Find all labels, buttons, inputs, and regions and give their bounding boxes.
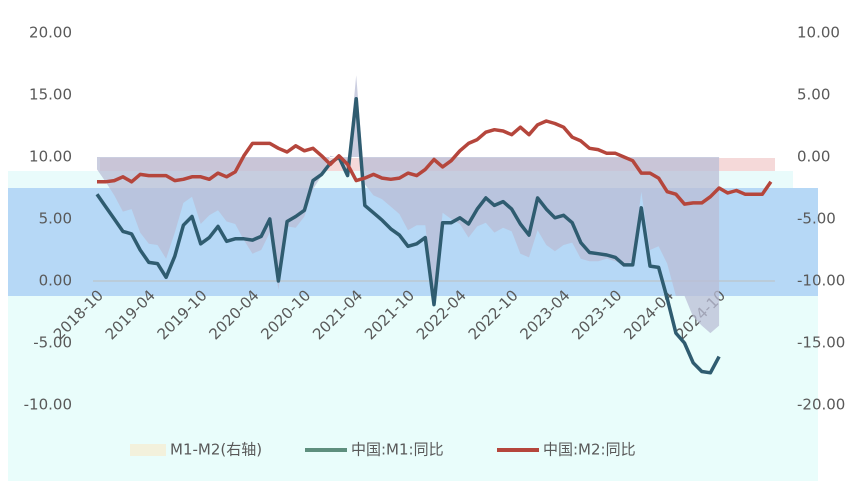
legend-label: 中国:M1:同比	[351, 441, 444, 459]
line	[95, 96, 721, 375]
y2-tick-label: 5.00	[797, 86, 830, 104]
legend-label: M1-M2(右轴)	[170, 441, 262, 459]
y-tick-label: 0.00	[39, 272, 72, 290]
y2-tick-label: -15.00	[797, 334, 845, 352]
y2-tick-label: 10.00	[797, 24, 840, 42]
y-tick-label: -5.00	[33, 334, 72, 352]
legend-label: 中国:M2:同比	[543, 441, 636, 459]
y2-tick-label: -5.00	[797, 210, 836, 228]
y-tick-label: 15.00	[29, 86, 72, 104]
y2-tick-label: 0.00	[797, 148, 830, 166]
y-tick-label: 10.00	[29, 148, 72, 166]
legend-swatch	[130, 444, 166, 456]
y-tick-label: 20.00	[29, 24, 72, 42]
y-tick-label: 5.00	[39, 210, 72, 228]
area	[97, 75, 720, 334]
y-tick-label: -10.00	[24, 396, 72, 414]
y2-tick-label: -20.00	[797, 396, 845, 414]
line	[97, 119, 773, 206]
y2-tick-label: -10.00	[797, 272, 845, 290]
